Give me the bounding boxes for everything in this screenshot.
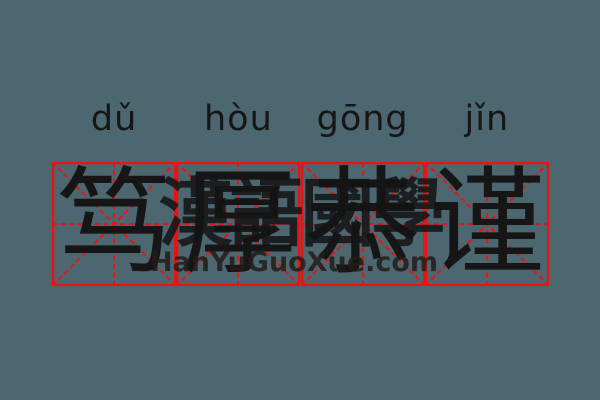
pinyin-syllable-1: dǔ xyxy=(90,99,138,139)
pinyin-row: dǔ hòu gōng jǐn xyxy=(52,98,549,140)
watermark-cjk-text: 漢語國學 xyxy=(158,171,446,257)
grid-cell-4: 谨 xyxy=(424,156,549,291)
pinyin-syllable-4: jǐn xyxy=(464,99,510,139)
watermark-site-text: HanYuGuoXue.com xyxy=(149,247,439,278)
mizige-grid-icon xyxy=(424,162,549,286)
mizige-grid-icon xyxy=(52,162,177,286)
hanzi-character-3: 恭 xyxy=(304,156,421,291)
hanzi-grid: 笃 厚 恭 xyxy=(52,162,549,286)
pinyin-syllable-3: gōng xyxy=(316,99,409,139)
mizige-grid-icon xyxy=(176,162,301,286)
hanzi-character-1: 笃 xyxy=(56,156,173,291)
hanzi-character-4: 谨 xyxy=(428,156,545,291)
mizige-grid-icon xyxy=(300,162,425,286)
pinyin-syllable-2: hòu xyxy=(203,99,273,139)
grid-cell-2: 厚 xyxy=(176,156,301,291)
grid-cell-1: 笃 xyxy=(52,156,177,291)
grid-cell-3: 恭 xyxy=(300,156,425,291)
hanzi-character-2: 厚 xyxy=(180,156,297,291)
